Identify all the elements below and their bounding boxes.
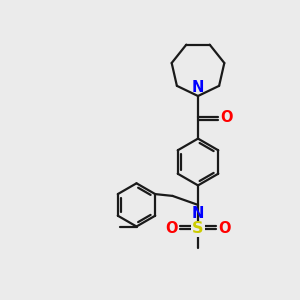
Text: O: O [218,221,231,236]
Text: N: N [192,206,204,221]
Text: O: O [220,110,233,124]
Text: O: O [165,221,178,236]
Text: S: S [192,221,204,236]
Text: N: N [192,80,204,94]
